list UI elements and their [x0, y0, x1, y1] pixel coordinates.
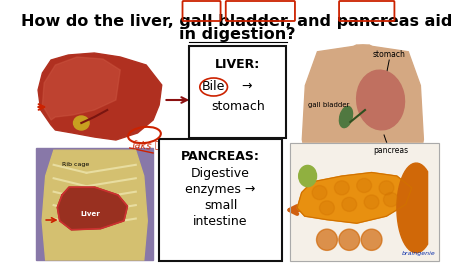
Text: PANCREAS:: PANCREAS: — [181, 150, 260, 163]
FancyBboxPatch shape — [190, 46, 286, 138]
Ellipse shape — [342, 197, 357, 211]
Polygon shape — [297, 172, 412, 223]
Polygon shape — [42, 150, 147, 260]
Text: intestine: intestine — [193, 215, 248, 228]
Polygon shape — [57, 187, 128, 230]
Text: Liver: Liver — [80, 211, 100, 217]
Text: LIVER:: LIVER: — [215, 58, 261, 71]
Text: Digestive: Digestive — [191, 167, 250, 180]
Ellipse shape — [317, 229, 337, 250]
Text: braingenie: braingenie — [402, 251, 436, 256]
Ellipse shape — [361, 229, 382, 250]
Bar — [36, 148, 153, 260]
Ellipse shape — [364, 195, 379, 209]
Text: faks: faks — [131, 140, 153, 152]
Ellipse shape — [334, 181, 349, 195]
Ellipse shape — [312, 185, 327, 200]
Ellipse shape — [299, 165, 317, 187]
Polygon shape — [397, 163, 428, 253]
Text: stomach: stomach — [373, 50, 406, 59]
Text: gall bladder: gall bladder — [308, 102, 349, 108]
Text: Bile: Bile — [202, 80, 225, 93]
Polygon shape — [38, 53, 162, 140]
Text: Rib cage: Rib cage — [62, 162, 90, 167]
Text: →: → — [241, 80, 252, 93]
Text: pancreas: pancreas — [374, 146, 409, 155]
Ellipse shape — [379, 181, 394, 195]
Polygon shape — [302, 45, 423, 180]
Text: How do the liver, gall bladder, and pancreas aid: How do the liver, gall bladder, and panc… — [21, 14, 453, 29]
Text: enzymes →: enzymes → — [185, 183, 256, 196]
Ellipse shape — [339, 229, 360, 250]
Text: ᵹ: ᵹ — [155, 139, 161, 149]
Ellipse shape — [339, 106, 353, 128]
FancyBboxPatch shape — [159, 139, 282, 261]
Ellipse shape — [383, 193, 398, 207]
Text: in digestion?: in digestion? — [179, 27, 295, 42]
Text: small: small — [204, 199, 237, 212]
Ellipse shape — [357, 178, 372, 193]
Polygon shape — [348, 45, 378, 65]
Text: stomach: stomach — [211, 100, 265, 113]
Ellipse shape — [73, 116, 89, 130]
Polygon shape — [42, 57, 120, 120]
Ellipse shape — [356, 70, 404, 130]
Bar — [290, 143, 438, 261]
Ellipse shape — [319, 201, 334, 215]
